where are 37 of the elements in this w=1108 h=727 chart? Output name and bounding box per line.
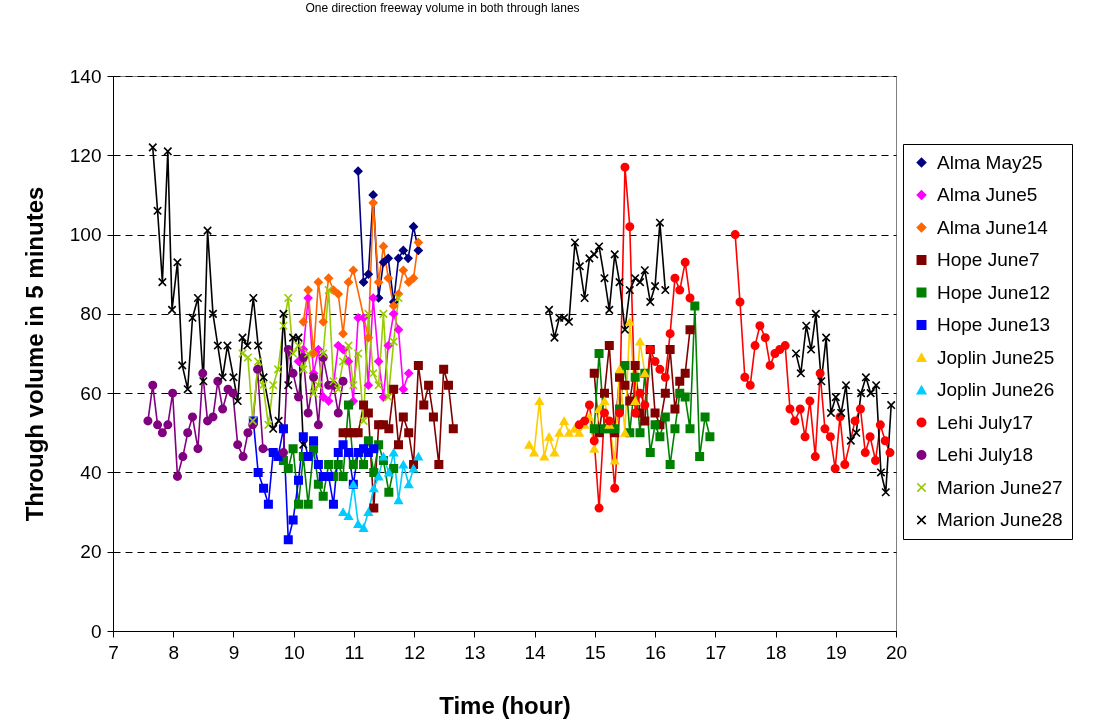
y-tick-label: 140 xyxy=(69,65,102,87)
y-tick-label: 40 xyxy=(80,461,102,483)
x-tick-label: 17 xyxy=(705,641,727,663)
y-tick-label: 80 xyxy=(80,303,102,325)
legend-label: Lehi July17 xyxy=(937,411,1034,433)
y-tick-label: 100 xyxy=(69,224,102,246)
legend-label: Marion June28 xyxy=(937,509,1063,530)
x-tick-label: 20 xyxy=(885,641,908,663)
legend-label: Hope June7 xyxy=(937,249,1040,270)
legend-label: Lehi July18 xyxy=(937,444,1034,465)
x-tick-label: 12 xyxy=(404,641,426,663)
x-tick-label: 13 xyxy=(464,641,486,663)
x-axis-title: Time (hour) xyxy=(439,691,571,719)
x-tick-label: 9 xyxy=(228,641,240,663)
x-tick-label: 8 xyxy=(168,641,180,663)
y-tick-label: 0 xyxy=(90,620,102,642)
x-tick-label: 15 xyxy=(584,641,606,663)
legend-label: Alma May25 xyxy=(937,151,1043,173)
y-tick-label: 20 xyxy=(80,541,102,563)
x-tick-label: 18 xyxy=(765,641,787,663)
x-tick-label: 16 xyxy=(645,641,667,663)
x-tick-label: 11 xyxy=(344,641,365,663)
legend-label: Alma June5 xyxy=(937,184,1038,205)
legend-label: Joplin June25 xyxy=(937,346,1055,368)
y-tick-label: 60 xyxy=(80,382,102,404)
legend-label: Marion June27 xyxy=(937,476,1063,498)
legend-label: Hope June13 xyxy=(937,314,1051,335)
legend-label: Hope June12 xyxy=(937,281,1051,303)
legend-label: Joplin June26 xyxy=(937,379,1055,400)
x-tick-label: 7 xyxy=(108,641,119,663)
chart-title: One direction freeway volume in both through lanes xyxy=(305,1,580,15)
x-tick-label: 10 xyxy=(283,641,305,663)
y-axis-title: Through volume in 5 minutes xyxy=(20,186,48,522)
legend-label: Alma June14 xyxy=(937,216,1049,238)
y-tick-label: 120 xyxy=(69,144,102,166)
x-tick-label: 19 xyxy=(825,641,847,663)
x-tick-label: 14 xyxy=(524,641,547,663)
